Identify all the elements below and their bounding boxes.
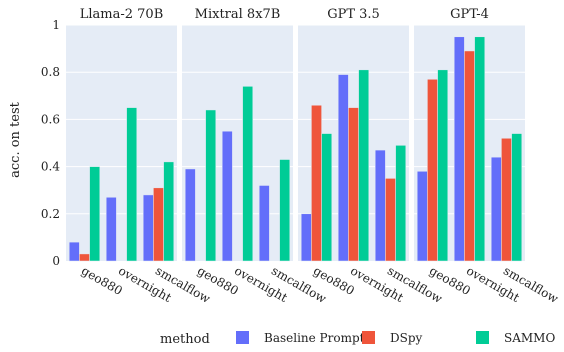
bar-sammo-geo880 (89, 166, 101, 262)
panel-title: Llama-2 70B (80, 7, 164, 22)
bar-dspy-smcalflow (501, 138, 512, 262)
bar-baseline-prompt-geo880 (300, 213, 312, 262)
bar-dspy-geo880 (79, 253, 90, 262)
y-tick-label: 0.4 (41, 160, 60, 174)
legend-title: method (160, 332, 210, 347)
panel-title: GPT 3.5 (327, 7, 380, 22)
x-tick-label: geo880 (79, 263, 125, 298)
bar-dspy-overnight (464, 50, 475, 262)
bar-dspy-geo880 (311, 104, 322, 262)
legend-swatch-sammo (476, 331, 489, 344)
y-tick-label: 0.6 (41, 112, 60, 126)
bar-sammo-geo880 (205, 109, 217, 262)
bar-sammo-smcalflow (395, 145, 407, 262)
bar-baseline-prompt-geo880 (416, 171, 428, 262)
bar-sammo-overnight (242, 86, 254, 262)
bar-dspy-smcalflow (153, 187, 164, 262)
bar-dspy-smcalflow (385, 178, 396, 262)
legend-swatch-dspy (362, 331, 375, 344)
bar-baseline-prompt-smcalflow (490, 156, 502, 262)
legend-label-baseline-prompt: Baseline Prompt (264, 331, 365, 345)
legend-label-dspy: DSpy (390, 331, 423, 345)
y-tick-label: 1 (52, 18, 60, 32)
bar-sammo-geo880 (321, 133, 333, 262)
bar-baseline-prompt-smcalflow (374, 149, 386, 262)
bar-sammo-overnight (126, 107, 138, 262)
panel-background (182, 25, 293, 261)
y-tick-label: 0 (52, 254, 60, 268)
bar-dspy-geo880 (427, 79, 438, 262)
bar-dspy-overnight (348, 107, 359, 262)
bar-baseline-prompt-smcalflow (142, 194, 154, 262)
bar-baseline-prompt-overnight (453, 36, 465, 262)
panel-title: GPT-4 (450, 7, 489, 22)
y-axis-label: acc. on test (8, 101, 23, 177)
bar-baseline-prompt-geo880 (68, 241, 80, 262)
bar-sammo-smcalflow (511, 133, 523, 262)
bar-baseline-prompt-smcalflow (258, 185, 270, 262)
y-tick-label: 0.8 (41, 65, 60, 79)
legend: method Baseline Prompt DSpy SAMMO (160, 331, 555, 347)
bar-baseline-prompt-overnight (221, 130, 233, 262)
bar-baseline-prompt-overnight (337, 74, 349, 262)
bar-sammo-geo880 (437, 69, 449, 262)
legend-swatch-baseline-prompt (236, 331, 249, 344)
bar-baseline-prompt-overnight (105, 197, 117, 262)
bar-sammo-smcalflow (163, 161, 175, 262)
bar-sammo-smcalflow (279, 159, 291, 262)
panel-title: Mixtral 8x7B (195, 7, 281, 22)
bar-sammo-overnight (358, 69, 370, 262)
bar-sammo-overnight (474, 36, 486, 262)
bar-baseline-prompt-geo880 (184, 168, 196, 262)
legend-label-sammo: SAMMO (504, 331, 555, 345)
y-tick-label: 0.2 (41, 207, 60, 221)
